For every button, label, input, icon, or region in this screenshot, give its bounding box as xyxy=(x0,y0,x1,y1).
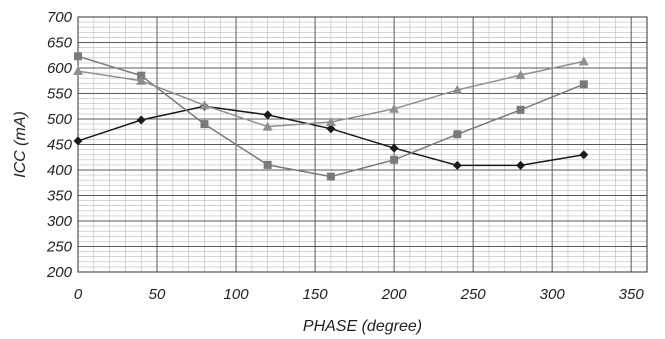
x-tick-label: 100 xyxy=(224,286,250,303)
x-tick-label: 150 xyxy=(303,286,329,303)
data-point-diamond xyxy=(579,150,589,160)
data-point-square xyxy=(200,120,209,129)
x-tick-label: 250 xyxy=(460,286,487,303)
data-point-square xyxy=(326,172,335,181)
x-tick-label: 50 xyxy=(149,286,166,303)
data-point-diamond xyxy=(263,110,273,120)
data-point-square xyxy=(516,105,525,114)
x-tick-label: 350 xyxy=(619,286,645,303)
x-tick-label: 200 xyxy=(381,286,408,303)
y-tick-label: 200 xyxy=(46,264,73,281)
data-point-triangle xyxy=(73,66,83,76)
data-point-triangle xyxy=(578,56,589,66)
data-point-diamond xyxy=(452,160,462,170)
data-point-square xyxy=(74,52,82,61)
x-tick-label: 300 xyxy=(540,286,566,303)
data-point-diamond xyxy=(73,136,83,146)
y-tick-label: 300 xyxy=(47,213,73,230)
data-point-square xyxy=(390,155,399,164)
data-point-square xyxy=(137,71,146,80)
x-axis-ticks: 0 50 100 150 200 250 300 350 xyxy=(74,286,645,303)
x-tick-label: 0 xyxy=(74,286,83,303)
y-tick-label: 650 xyxy=(47,35,73,52)
y-tick-label: 350 xyxy=(47,188,73,205)
data-point-triangle xyxy=(199,100,210,110)
y-tick-label: 600 xyxy=(47,60,73,77)
y-tick-label: 550 xyxy=(47,86,73,103)
data-point-triangle xyxy=(515,70,526,80)
data-point-square xyxy=(453,130,462,139)
series-1 xyxy=(73,101,589,170)
data-point-diamond xyxy=(136,115,146,125)
data-point-square xyxy=(263,160,272,169)
series-layer xyxy=(73,52,589,181)
y-tick-label: 400 xyxy=(47,162,73,179)
y-tick-label: 250 xyxy=(46,239,73,256)
x-axis-title: PHASE (degree) xyxy=(303,318,422,335)
data-point-diamond xyxy=(326,124,336,134)
data-point-triangle xyxy=(389,103,400,113)
y-tick-label: 450 xyxy=(47,137,73,154)
data-point-diamond xyxy=(389,143,399,153)
data-point-triangle xyxy=(136,75,147,85)
data-point-diamond xyxy=(516,160,526,170)
data-point-triangle xyxy=(452,84,463,94)
series-2 xyxy=(74,52,588,181)
y-axis-title: ICC (mA) xyxy=(12,111,29,178)
y-tick-label: 700 xyxy=(47,9,73,26)
y-axis-ticks: 200 250 300 350 400 450 500 550 600 650 700 xyxy=(46,9,73,281)
y-tick-label: 500 xyxy=(47,111,73,128)
data-point-triangle xyxy=(325,117,336,127)
series-3 xyxy=(73,56,589,131)
data-point-square xyxy=(579,80,588,89)
data-point-triangle xyxy=(262,121,273,131)
